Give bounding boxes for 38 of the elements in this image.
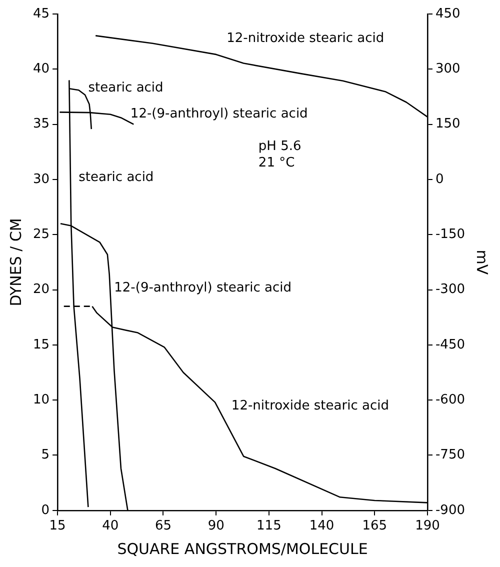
y-tick-label: 15: [32, 337, 50, 352]
series-label: stearic acid: [88, 80, 164, 96]
y2-tick-label: -450: [435, 337, 466, 352]
y-tick-label: 5: [41, 448, 50, 463]
y2-tick-label: 150: [435, 116, 460, 132]
y-tick-label: 10: [32, 392, 50, 408]
legend-label: stearic acid: [78, 170, 154, 186]
x-axis-title: SQUARE ANGSTROMS/MOLECULE: [117, 540, 368, 558]
y-tick-label: 35: [32, 116, 50, 132]
y2-tick-label: 300: [435, 62, 460, 77]
y2-tick-label: -600: [435, 392, 466, 408]
x-tick-label: 40: [102, 518, 119, 534]
y2-tick-label: -150: [435, 226, 466, 242]
y2-tick-label: -300: [435, 282, 466, 298]
series-label: 12-(9-anthroyl) stearic acid: [130, 106, 308, 122]
y-tick-label: 25: [32, 226, 50, 242]
y-axis-title: DYNES / CM: [6, 218, 25, 306]
x-tick-label: 115: [256, 518, 282, 534]
y-tick-label: 30: [32, 172, 50, 187]
x-tick-label: 140: [309, 518, 334, 534]
series-label: 12-(9-anthroyl) stearic acid: [114, 280, 292, 296]
annotation: pH 5.6: [258, 138, 302, 154]
x-tick-label: 90: [208, 518, 224, 534]
y2-tick-label: 0: [435, 172, 444, 187]
y-tick-label: 40: [32, 62, 50, 77]
series-label: 12-nitroxide stearic acid: [231, 398, 389, 414]
y2-tick-label: 450: [435, 6, 460, 22]
y2-axis-title: mV: [473, 250, 492, 276]
series-label: 12-nitroxide stearic acid: [226, 31, 384, 46]
y-tick-label: 20: [32, 282, 50, 298]
x-tick-label: 165: [362, 518, 388, 534]
y2-tick-label: -900: [435, 502, 466, 518]
x-tick-label: 190: [415, 518, 440, 534]
y-tick-label: 45: [32, 6, 50, 22]
y-tick-label: 0: [41, 502, 50, 518]
x-tick-label: 65: [154, 518, 172, 534]
y2-tick-label: -750: [435, 448, 466, 463]
annotation: 21 °C: [258, 155, 295, 170]
